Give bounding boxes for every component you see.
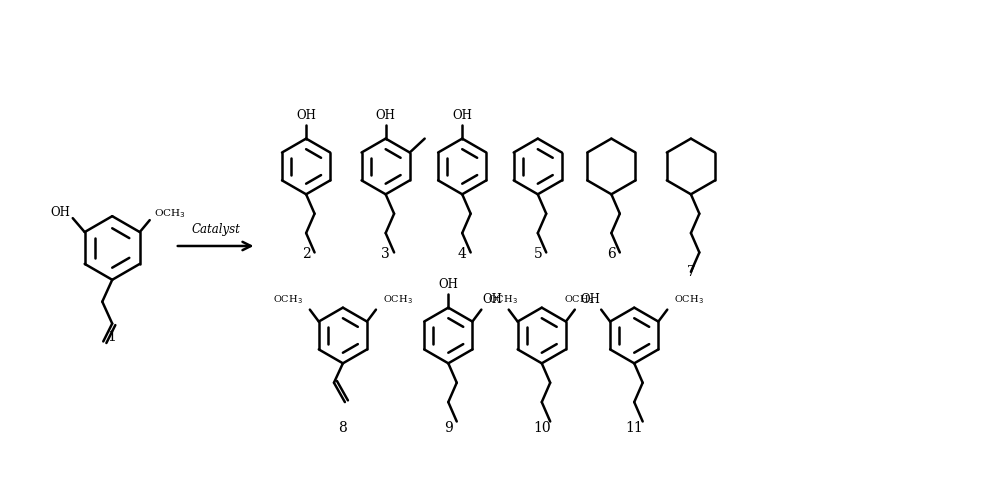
Text: 11: 11 (625, 421, 643, 435)
Text: OH: OH (296, 109, 316, 122)
Text: Catalyst: Catalyst (191, 223, 240, 236)
Text: OCH$_3$: OCH$_3$ (154, 207, 185, 220)
Text: 1: 1 (108, 330, 117, 345)
Text: OH: OH (51, 205, 71, 219)
Text: 6: 6 (607, 247, 616, 261)
Text: 10: 10 (533, 421, 551, 435)
Text: 5: 5 (533, 247, 542, 261)
Text: OCH$_3$: OCH$_3$ (488, 293, 518, 306)
Text: OH: OH (581, 293, 601, 306)
Text: 7: 7 (686, 265, 695, 279)
Text: OH: OH (483, 293, 503, 306)
Text: OH: OH (452, 109, 472, 122)
Text: OCH$_3$: OCH$_3$ (383, 293, 413, 306)
Text: 4: 4 (458, 247, 467, 261)
Text: 2: 2 (302, 247, 310, 261)
Text: 8: 8 (339, 421, 347, 435)
Text: 9: 9 (444, 421, 453, 435)
Text: 3: 3 (381, 247, 390, 261)
Text: OH: OH (376, 109, 396, 122)
Text: OCH$_3$: OCH$_3$ (273, 293, 303, 306)
Text: OCH$_3$: OCH$_3$ (564, 293, 594, 306)
Text: OCH$_3$: OCH$_3$ (674, 293, 704, 306)
Text: OH: OH (438, 278, 458, 291)
